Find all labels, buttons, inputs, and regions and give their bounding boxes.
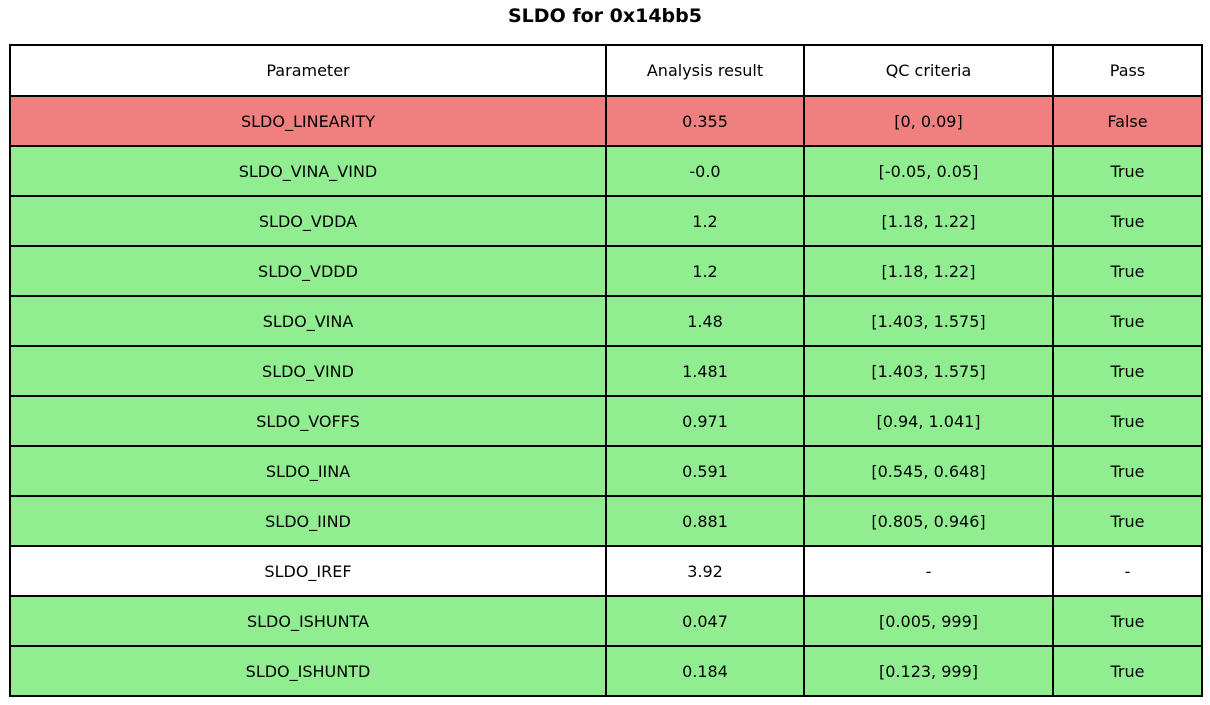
cell-parameter: SLDO_IINA xyxy=(9,445,607,497)
cell-pass: True xyxy=(1052,395,1203,447)
cell-qc-criteria: [-0.05, 0.05] xyxy=(803,145,1054,197)
cell-analysis-result: 0.971 xyxy=(605,395,805,447)
cell-qc-criteria: [0.545, 0.648] xyxy=(803,445,1054,497)
table-row: SLDO_VDDA 1.2 [1.18, 1.22] True xyxy=(9,195,1203,247)
cell-analysis-result: 1.2 xyxy=(605,195,805,247)
table-row: SLDO_LINEARITY 0.355 [0, 0.09] False xyxy=(9,95,1203,147)
cell-pass: True xyxy=(1052,245,1203,297)
cell-analysis-result: 0.591 xyxy=(605,445,805,497)
table-row: SLDO_IIND 0.881 [0.805, 0.946] True xyxy=(9,495,1203,547)
cell-parameter: SLDO_VOFFS xyxy=(9,395,607,447)
cell-pass: True xyxy=(1052,445,1203,497)
table-row: SLDO_ISHUNTA 0.047 [0.005, 999] True xyxy=(9,595,1203,647)
cell-pass: True xyxy=(1052,145,1203,197)
cell-qc-criteria: [0.005, 999] xyxy=(803,595,1054,647)
cell-pass: False xyxy=(1052,95,1203,147)
cell-parameter: SLDO_ISHUNTA xyxy=(9,595,607,647)
cell-analysis-result: -0.0 xyxy=(605,145,805,197)
cell-analysis-result: 1.481 xyxy=(605,345,805,397)
cell-pass: True xyxy=(1052,645,1203,697)
cell-parameter: SLDO_ISHUNTD xyxy=(9,645,607,697)
cell-qc-criteria: [1.403, 1.575] xyxy=(803,345,1054,397)
cell-parameter: SLDO_VINA xyxy=(9,295,607,347)
cell-pass: True xyxy=(1052,345,1203,397)
cell-parameter: SLDO_VINA_VIND xyxy=(9,145,607,197)
cell-qc-criteria: [0, 0.09] xyxy=(803,95,1054,147)
cell-qc-criteria: [1.18, 1.22] xyxy=(803,195,1054,247)
cell-analysis-result: 0.184 xyxy=(605,645,805,697)
table-row: SLDO_VINA_VIND -0.0 [-0.05, 0.05] True xyxy=(9,145,1203,197)
cell-parameter: SLDO_VIND xyxy=(9,345,607,397)
table-row: SLDO_ISHUNTD 0.184 [0.123, 999] True xyxy=(9,645,1203,697)
cell-pass: True xyxy=(1052,195,1203,247)
cell-qc-criteria: [0.123, 999] xyxy=(803,645,1054,697)
cell-qc-criteria: - xyxy=(803,545,1054,597)
table-body: SLDO_LINEARITY 0.355 [0, 0.09] False SLDO_VI… xyxy=(9,95,1203,697)
cell-qc-criteria: [1.403, 1.575] xyxy=(803,295,1054,347)
table-row: SLDO_VINA 1.48 [1.403, 1.575] True xyxy=(9,295,1203,347)
cell-pass: - xyxy=(1052,545,1203,597)
table-row: SLDO_IREF 3.92- - xyxy=(9,545,1203,597)
cell-qc-criteria: [0.805, 0.946] xyxy=(803,495,1054,547)
cell-qc-criteria: [0.94, 1.041] xyxy=(803,395,1054,447)
table-row: SLDO_VOFFS 0.971 [0.94, 1.041] True xyxy=(9,395,1203,447)
cell-analysis-result: 1.2 xyxy=(605,245,805,297)
table-row: SLDO_VIND 1.481 [1.403, 1.575] True xyxy=(9,345,1203,397)
column-header-qc-criteria: QC criteria xyxy=(803,44,1054,97)
cell-parameter: SLDO_LINEARITY xyxy=(9,95,607,147)
header-row: Parameter Analysis result QC criteria Pa… xyxy=(9,44,1203,97)
table-row: SLDO_IINA 0.591 [0.545, 0.648] True xyxy=(9,445,1203,497)
cell-qc-criteria: [1.18, 1.22] xyxy=(803,245,1054,297)
column-header-analysis-result: Analysis result xyxy=(605,44,805,97)
qc-results-table: Parameter Analysis result QC criteria Pa… xyxy=(9,44,1203,697)
cell-pass: True xyxy=(1052,495,1203,547)
table-header: Parameter Analysis result QC criteria Pa… xyxy=(9,44,1203,97)
cell-pass: True xyxy=(1052,295,1203,347)
column-header-pass: Pass xyxy=(1052,44,1203,97)
column-header-parameter: Parameter xyxy=(9,44,607,97)
cell-parameter: SLDO_VDDA xyxy=(9,195,607,247)
cell-analysis-result: 0.047 xyxy=(605,595,805,647)
cell-pass: True xyxy=(1052,595,1203,647)
cell-analysis-result: 3.92 xyxy=(605,545,805,597)
table-row: SLDO_VDDD 1.2 [1.18, 1.22] True xyxy=(9,245,1203,297)
page-title: SLDO for 0x14bb5 xyxy=(508,5,702,27)
cell-parameter: SLDO_IREF xyxy=(9,545,607,597)
cell-parameter: SLDO_VDDD xyxy=(9,245,607,297)
cell-analysis-result: 1.48 xyxy=(605,295,805,347)
cell-analysis-result: 0.881 xyxy=(605,495,805,547)
cell-analysis-result: 0.355 xyxy=(605,95,805,147)
cell-parameter: SLDO_IIND xyxy=(9,495,607,547)
